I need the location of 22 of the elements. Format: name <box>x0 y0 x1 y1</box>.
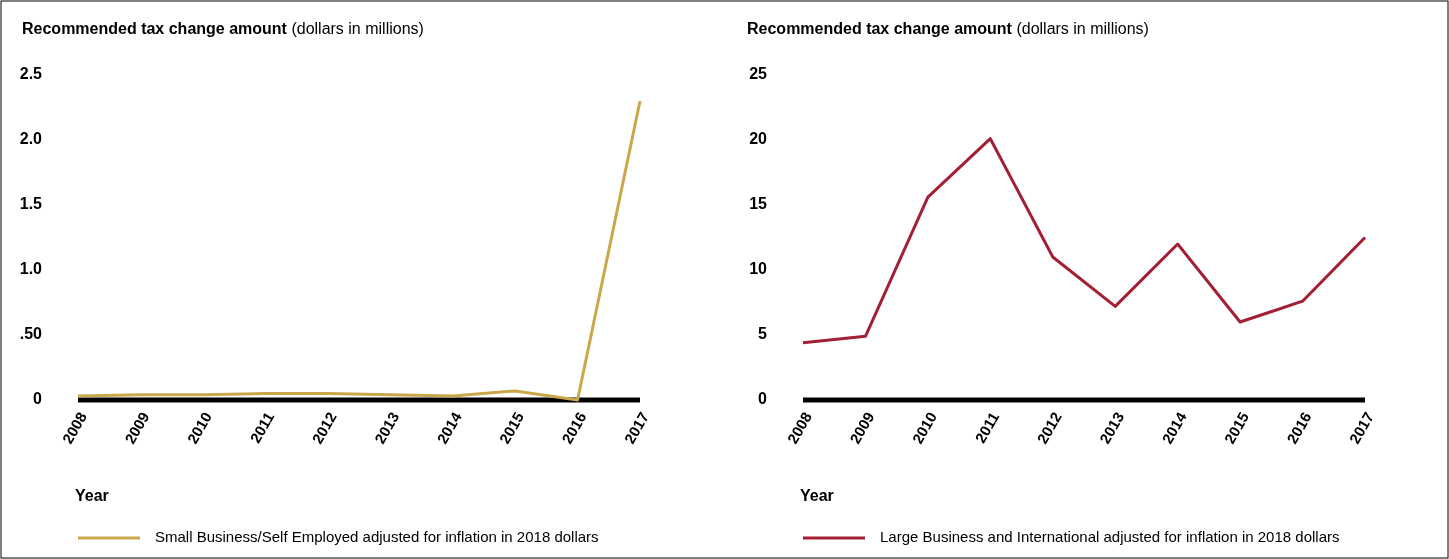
line-series <box>801 137 1367 345</box>
y-tick-label: .50 <box>19 325 43 343</box>
chart-subtitle: (dollars in millions) <box>1011 20 1149 37</box>
x-axis-title: Year <box>75 487 109 504</box>
chart-title: Recommended tax change amount <box>747 20 1013 37</box>
y-tick-label: 1.5 <box>19 195 43 213</box>
y-tick-label: 15 <box>749 195 768 213</box>
x-axis-title: Year <box>800 487 834 504</box>
y-tick-label: 25 <box>749 65 768 83</box>
y-tick-label: 0 <box>33 390 43 408</box>
y-tick-label: 2.5 <box>19 65 43 83</box>
y-tick-label: 0 <box>758 390 768 408</box>
y-tick-label: 20 <box>749 130 768 148</box>
y-tick-label: 10 <box>749 260 768 278</box>
y-tick-label: 5 <box>758 325 768 343</box>
y-tick-label: 1.0 <box>19 260 43 278</box>
legend-label: Large Business and International adjusted for inflation in 2018 dollars <box>880 527 1340 545</box>
chart-title: Recommended tax change amount <box>22 20 288 37</box>
chart-subtitle: (dollars in millions) <box>286 20 424 37</box>
legend-label: Small Business/Self Employed adjusted for inflation in 2018 dollars <box>155 527 599 545</box>
line-series <box>76 99 642 402</box>
y-tick-label: 2.0 <box>19 130 43 148</box>
